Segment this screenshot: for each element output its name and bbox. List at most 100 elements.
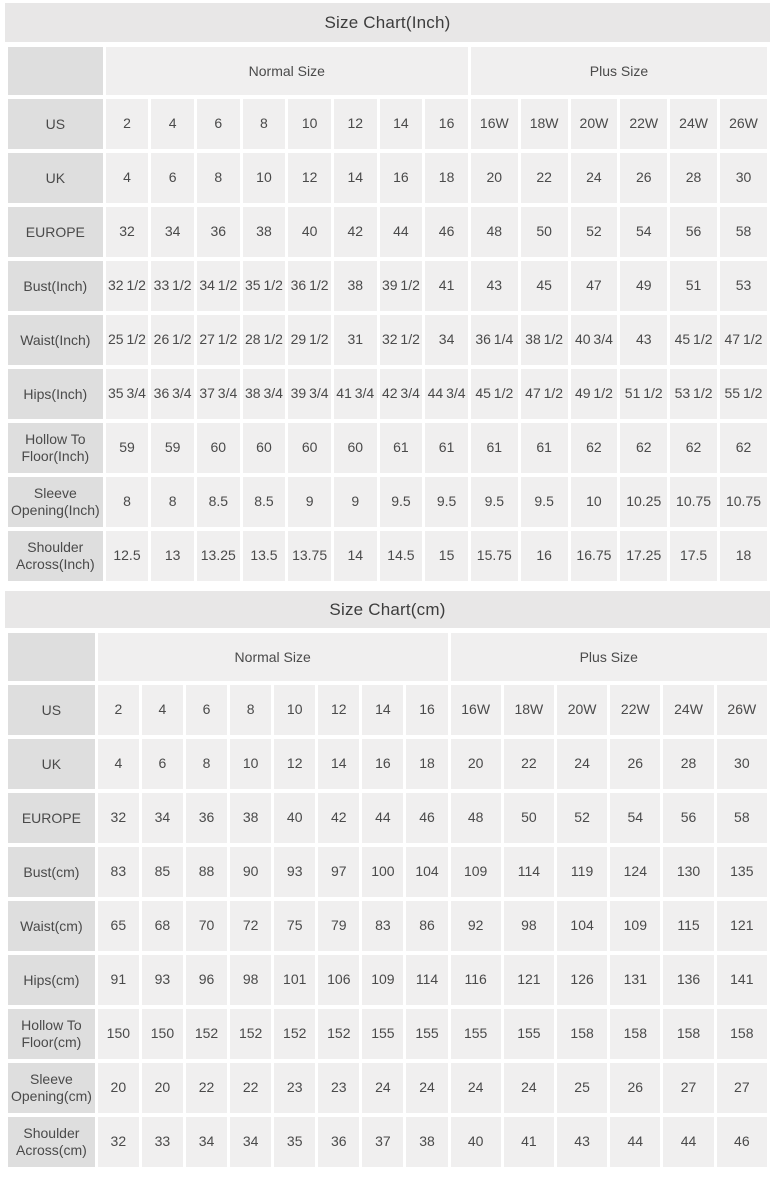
size-value-cell: 8	[230, 685, 272, 735]
size-value-cell: 58	[716, 793, 767, 843]
size-value-cell: 39 3/4	[288, 369, 331, 419]
table-row: EUROPE 32 34 36 38 40 42 44 46 48 50 52 54 56 58	[8, 793, 767, 843]
size-value-cell: 35 3/4	[105, 369, 149, 419]
size-value-cell: 14	[333, 531, 377, 581]
size-value-cell: 49	[620, 261, 668, 311]
row-label: US	[8, 99, 103, 149]
size-value-cell: 4	[141, 685, 183, 735]
size-value-cell: 16W	[450, 685, 501, 735]
size-value-cell: 37 3/4	[196, 369, 240, 419]
table-row: Hips(Inch) 35 3/4 36 3/4 37 3/4 38 3/4 39 3/4…	[8, 369, 767, 419]
size-value-cell: 65	[97, 901, 139, 951]
size-value-cell: 83	[362, 901, 404, 951]
size-value-cell: 53	[719, 261, 767, 311]
size-value-cell: 24	[503, 1063, 554, 1113]
size-value-cell: 20	[470, 153, 518, 203]
size-value-cell: 41	[425, 261, 468, 311]
size-value-cell: 46	[425, 207, 468, 257]
size-value-cell: 124	[610, 847, 661, 897]
size-value-cell: 47	[570, 261, 618, 311]
size-value-cell: 32 1/2	[105, 261, 149, 311]
size-value-cell: 42 3/4	[379, 369, 423, 419]
table-row: US 2 4 6 8 10 12 14 16 16W 18W 20W 22W 24W 26W	[8, 685, 767, 735]
size-value-cell: 38	[406, 1117, 448, 1167]
size-value-cell: 34	[151, 207, 194, 257]
size-value-cell: 8	[105, 477, 149, 527]
table-row: Hollow To Floor(cm) 150 150 152 152 152 152 155…	[8, 1009, 767, 1059]
size-value-cell: 121	[716, 901, 767, 951]
size-value-cell: 101	[274, 955, 316, 1005]
size-value-cell: 47 1/2	[520, 369, 568, 419]
size-value-cell: 155	[362, 1009, 404, 1059]
size-value-cell: 12	[274, 739, 316, 789]
size-value-cell: 23	[274, 1063, 316, 1113]
size-value-cell: 9.5	[520, 477, 568, 527]
size-value-cell: 114	[406, 955, 448, 1005]
normal-size-header: Normal Size	[105, 47, 468, 95]
size-value-cell: 62	[570, 423, 618, 473]
size-value-cell: 55 1/2	[719, 369, 767, 419]
size-value-cell: 62	[719, 423, 767, 473]
size-value-cell: 8	[151, 477, 194, 527]
size-value-cell: 20W	[570, 99, 618, 149]
size-value-cell: 10	[242, 153, 286, 203]
size-value-cell: 40	[288, 207, 331, 257]
row-label: UK	[8, 739, 95, 789]
size-value-cell: 14	[333, 153, 377, 203]
size-value-cell: 9.5	[379, 477, 423, 527]
size-value-cell: 14	[379, 99, 423, 149]
size-value-cell: 15.75	[470, 531, 518, 581]
size-value-cell: 4	[105, 153, 149, 203]
size-value-cell: 20W	[556, 685, 608, 735]
size-value-cell: 8	[196, 153, 240, 203]
size-value-cell: 22	[230, 1063, 272, 1113]
size-value-cell: 8.5	[242, 477, 286, 527]
size-value-cell: 30	[716, 739, 767, 789]
size-value-cell: 27 1/2	[196, 315, 240, 365]
size-value-cell: 32	[97, 1117, 139, 1167]
size-value-cell: 72	[230, 901, 272, 951]
size-value-cell: 33	[141, 1117, 183, 1167]
size-value-cell: 24	[406, 1063, 448, 1113]
plus-size-header: Plus Size	[450, 633, 767, 681]
size-value-cell: 60	[288, 423, 331, 473]
size-value-cell: 2	[97, 685, 139, 735]
size-value-cell: 16	[406, 685, 448, 735]
size-value-cell: 38	[333, 261, 377, 311]
size-value-cell: 16	[362, 739, 404, 789]
size-value-cell: 8	[185, 739, 228, 789]
size-value-cell: 44	[379, 207, 423, 257]
size-value-cell: 155	[406, 1009, 448, 1059]
size-value-cell: 150	[141, 1009, 183, 1059]
size-value-cell: 18	[425, 153, 468, 203]
size-value-cell: 62	[670, 423, 717, 473]
size-value-cell: 61	[470, 423, 518, 473]
size-value-cell: 45 1/2	[470, 369, 518, 419]
size-value-cell: 27	[663, 1063, 714, 1113]
row-label: Waist(cm)	[8, 901, 95, 951]
size-value-cell: 28	[670, 153, 717, 203]
size-value-cell: 46	[406, 793, 448, 843]
size-value-cell: 39 1/2	[379, 261, 423, 311]
row-label: US	[8, 685, 95, 735]
size-value-cell: 98	[503, 901, 554, 951]
size-value-cell: 155	[450, 1009, 501, 1059]
size-value-cell: 47 1/2	[719, 315, 767, 365]
size-value-cell: 115	[663, 901, 714, 951]
size-value-cell: 8.5	[196, 477, 240, 527]
row-label: Hips(cm)	[8, 955, 95, 1005]
size-value-cell: 16	[425, 99, 468, 149]
size-value-cell: 61	[520, 423, 568, 473]
row-label: Bust(Inch)	[8, 261, 103, 311]
size-value-cell: 2	[105, 99, 149, 149]
size-value-cell: 48	[450, 793, 501, 843]
row-label: Bust(cm)	[8, 847, 95, 897]
size-value-cell: 18W	[520, 99, 568, 149]
size-value-cell: 29 1/2	[288, 315, 331, 365]
size-value-cell: 86	[406, 901, 448, 951]
size-value-cell: 15	[425, 531, 468, 581]
size-value-cell: 152	[185, 1009, 228, 1059]
size-value-cell: 16	[520, 531, 568, 581]
size-value-cell: 41	[503, 1117, 554, 1167]
